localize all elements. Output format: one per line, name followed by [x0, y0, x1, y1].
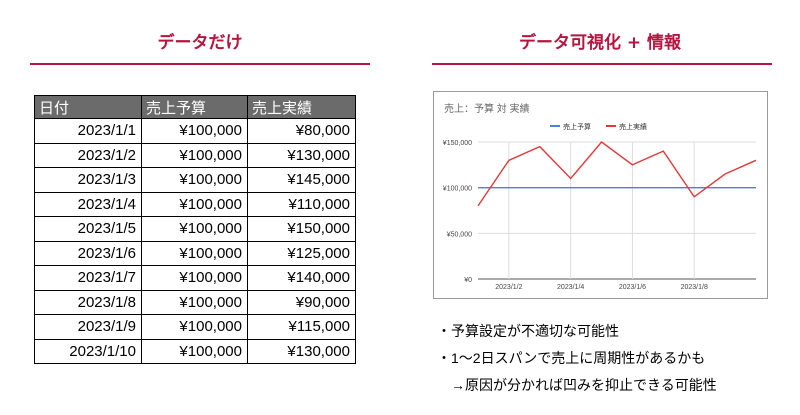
table-row: 2023/1/2 ¥100,000 ¥130,000: [34, 142, 356, 168]
visualization-heading: データ可視化 + 情報: [518, 33, 682, 53]
cell-actual: ¥130,000: [247, 338, 356, 364]
table-row: 2023/1/5 ¥100,000 ¥150,000: [34, 216, 356, 242]
table-row: 2023/1/1 ¥100,000 ¥80,000: [34, 118, 356, 144]
table-row: 2023/1/9 ¥100,000 ¥115,000: [34, 314, 356, 340]
chart-svg: ¥0 ¥50,000 ¥100,000 ¥150,000 2023/1/2 2023/1/…: [443, 122, 757, 291]
actual-series-line: [477, 141, 757, 207]
cell-date: 2023/1/2: [34, 142, 142, 168]
table-row: 2023/1/7 ¥100,000 ¥140,000: [34, 265, 356, 291]
header-date: 日付: [34, 95, 142, 119]
y-tick-label: ¥150,000: [443, 140, 472, 147]
cell-actual: ¥80,000: [247, 118, 356, 144]
cell-date: 2023/1/8: [34, 289, 142, 315]
cell-budget: ¥100,000: [141, 265, 248, 291]
cell-budget: ¥100,000: [141, 191, 248, 217]
header-actual: 売上実績: [247, 95, 356, 119]
cell-actual: ¥90,000: [247, 289, 356, 315]
cell-date: 2023/1/3: [34, 167, 142, 193]
cell-date: 2023/1/7: [34, 265, 142, 291]
table-row: 2023/1/10 ¥100,000 ¥130,000: [34, 338, 356, 364]
table-row: 2023/1/3 ¥100,000 ¥145,000: [34, 167, 356, 193]
data-only-heading: データだけ: [157, 33, 243, 53]
left-heading-rule: [30, 63, 370, 65]
cell-budget: ¥100,000: [141, 240, 248, 266]
cell-budget: ¥100,000: [141, 314, 248, 340]
sales-chart: 売上：予算 対 実績 ¥0 ¥50,000 ¥100,000 ¥150,000 2023…: [433, 91, 768, 299]
cell-budget: ¥100,000: [141, 142, 248, 168]
notes: ・予算設定が不適切な可能性 ・1～2日スパンで売上に周期性があるかも →原因が分…: [437, 318, 717, 399]
note-item: →原因が分かれば凹みを抑止できる可能性: [437, 377, 717, 393]
x-tick-label: 2023/1/2: [495, 284, 522, 291]
chart-title: 売上：予算 対 実績: [444, 104, 530, 115]
right-heading-rule: [432, 63, 772, 65]
cell-actual: ¥140,000: [247, 265, 356, 291]
cell-budget: ¥100,000: [141, 118, 248, 144]
table-header-row: 日付 売上予算 売上実績: [34, 95, 356, 119]
cell-date: 2023/1/4: [34, 191, 142, 217]
cell-budget: ¥100,000: [141, 216, 248, 242]
y-tick-label: ¥0: [464, 277, 472, 284]
cell-date: 2023/1/5: [34, 216, 142, 242]
note-item: ・予算設定が不適切な可能性: [437, 323, 619, 339]
cell-actual: ¥150,000: [247, 216, 356, 242]
cell-actual: ¥130,000: [247, 142, 356, 168]
cell-date: 2023/1/1: [34, 118, 142, 144]
table-row: 2023/1/6 ¥100,000 ¥125,000: [34, 240, 356, 266]
sales-table: 日付 売上予算 売上実績 2023/1/1 ¥100,000 ¥80,000 2023…: [34, 95, 356, 364]
cell-actual: ¥145,000: [247, 167, 356, 193]
cell-budget: ¥100,000: [141, 338, 248, 364]
cell-actual: ¥125,000: [247, 240, 356, 266]
cell-budget: ¥100,000: [141, 289, 248, 315]
note-item: ・1～2日スパンで売上に周期性があるかも: [437, 350, 706, 366]
x-tick-label: 2023/1/4: [557, 284, 584, 291]
x-tick-label: 2023/1/6: [619, 284, 646, 291]
cell-date: 2023/1/10: [34, 338, 142, 364]
table-row: 2023/1/8 ¥100,000 ¥90,000: [34, 289, 356, 315]
cell-date: 2023/1/9: [34, 314, 142, 340]
header-budget: 売上予算: [141, 95, 248, 119]
cell-actual: ¥110,000: [247, 191, 356, 217]
legend-label: 売上予算: [563, 122, 591, 131]
legend-label: 売上実績: [619, 122, 647, 131]
y-tick-label: ¥50,000: [447, 231, 472, 238]
cell-budget: ¥100,000: [141, 167, 248, 193]
cell-actual: ¥115,000: [247, 314, 356, 340]
cell-date: 2023/1/6: [34, 240, 142, 266]
y-tick-label: ¥100,000: [443, 186, 472, 193]
x-tick-label: 2023/1/8: [681, 284, 708, 291]
table-row: 2023/1/4 ¥100,000 ¥110,000: [34, 191, 356, 217]
